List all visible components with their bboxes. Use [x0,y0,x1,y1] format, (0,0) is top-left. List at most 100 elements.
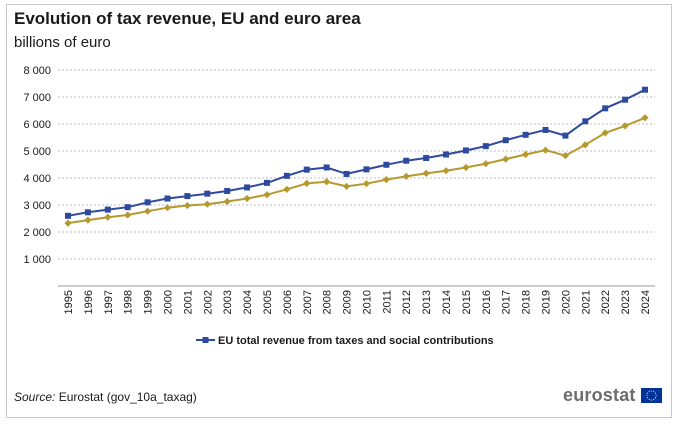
data-point [382,176,390,184]
source-label: Source: [14,390,56,404]
x-tick-label: 2024 [640,290,652,314]
data-point [482,160,490,168]
data-point [541,146,550,154]
x-tick-label: 2005 [262,290,274,314]
data-point [124,211,132,219]
data-point [522,150,530,159]
flag-star [654,397,656,399]
data-point [323,164,330,171]
x-tick-label: 2002 [202,290,214,314]
data-point [522,131,529,138]
data-point [243,194,251,203]
y-tick-label: 6 000 [23,119,51,131]
y-tick-label: 4 000 [23,173,51,185]
data-point [502,137,509,144]
data-point [383,161,390,168]
flag-star [646,397,648,399]
data-point [84,209,91,216]
data-point [203,200,211,208]
data-point [403,157,410,164]
x-tick-label: 2010 [361,290,373,314]
data-point [422,169,430,178]
data-point [343,170,350,177]
flag-star [646,392,648,394]
series-line-1 [67,88,646,217]
data-point [622,96,629,103]
source-text: Eurostat (gov_10a_taxag) [58,390,197,404]
series-line-2 [67,116,646,225]
x-tick-label: 1999 [143,290,155,314]
data-point [184,193,191,200]
y-tick-label: 7 000 [23,92,51,104]
x-tick-label: 1997 [103,290,115,314]
data-point [65,212,71,219]
x-tick-label: 2020 [560,290,572,314]
data-point [581,141,589,149]
data-point [621,122,629,130]
data-point [582,118,589,125]
flag-star [650,390,652,392]
flag-star [648,398,650,401]
data-point [482,143,489,150]
data-point [542,126,549,133]
data-point [183,201,191,210]
data-point [283,185,291,193]
data-point [642,86,648,93]
x-tick-label: 2012 [401,290,413,314]
y-tick-label: 5 000 [23,146,51,158]
data-point [224,187,231,194]
flag-star [650,399,652,401]
data-point [283,172,290,179]
data-point [104,206,111,213]
x-tick-label: 2006 [282,290,294,314]
data-point [562,132,569,139]
data-point [402,172,410,180]
data-point [163,204,172,212]
x-tick-label: 2009 [342,290,354,314]
flag-star [648,390,650,393]
x-tick-label: 2004 [242,290,254,314]
x-tick-label: 2013 [421,290,433,314]
eurostat-logo: eurostat [563,385,662,406]
data-point [602,105,609,112]
x-tick-label: 2016 [481,290,493,314]
data-point [263,179,270,186]
x-tick-label: 1995 [63,290,75,314]
data-point [223,197,231,206]
data-point [502,155,510,163]
eu-flag-icon [640,388,662,403]
data-point [423,155,430,162]
data-point [323,178,331,186]
data-point [342,182,351,190]
data-point [164,195,171,202]
data-point [143,207,152,215]
x-tick-label: 2017 [501,290,513,314]
x-tick-label: 2022 [600,290,612,314]
flag-star [645,394,648,397]
x-tick-label: 2007 [302,290,314,314]
x-tick-label: 2014 [441,290,453,314]
data-point [443,151,450,158]
data-point [641,114,649,122]
x-tick-label: 2023 [620,290,632,314]
y-tick-label: 2 000 [23,227,51,239]
data-point [442,167,450,175]
x-tick-label: 2011 [381,290,393,314]
x-tick-label: 1996 [83,290,95,314]
data-point [244,184,251,191]
x-tick-label: 2003 [222,290,234,314]
x-tick-label: 2021 [580,290,592,314]
x-tick-label: 2015 [461,290,473,314]
legend: EU total revenue from taxes and social c… [196,335,494,347]
source-note: Source: Eurostat (gov_10a_taxag) [14,390,197,404]
y-tick-label: 1 000 [23,254,51,266]
chart-subtitle: billions of euro [14,34,111,51]
data-point [84,216,92,224]
flag-star [655,394,657,397]
series-group [64,86,649,227]
flag-star [654,392,656,394]
data-point [362,180,371,188]
chart-title: Evolution of tax revenue, EU and euro ar… [14,9,361,28]
data-point [462,163,470,172]
